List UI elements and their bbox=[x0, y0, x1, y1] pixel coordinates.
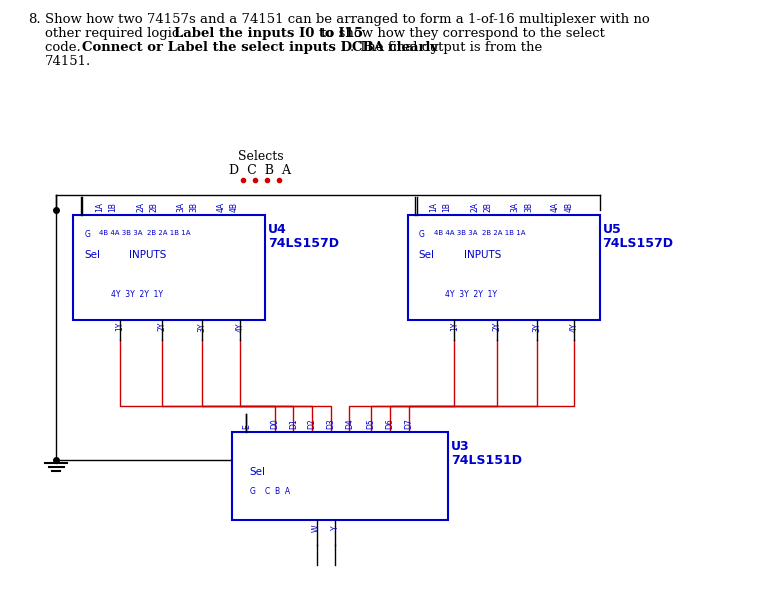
Text: 4Y: 4Y bbox=[235, 322, 244, 332]
Text: 3B: 3B bbox=[189, 202, 198, 212]
Text: other required logic.: other required logic. bbox=[45, 27, 192, 40]
Text: 1A: 1A bbox=[95, 202, 104, 212]
Text: D2: D2 bbox=[307, 418, 316, 429]
Text: D1: D1 bbox=[289, 418, 298, 429]
Text: Sel: Sel bbox=[249, 467, 265, 477]
Text: Y: Y bbox=[331, 525, 340, 530]
Text: 4A: 4A bbox=[217, 202, 226, 212]
Text: 74LS157D: 74LS157D bbox=[602, 237, 673, 250]
Text: 2Y: 2Y bbox=[492, 322, 501, 332]
Text: . The final output is from the: . The final output is from the bbox=[350, 41, 542, 54]
Text: Label the inputs I0 to I15: Label the inputs I0 to I15 bbox=[175, 27, 363, 40]
Text: D3: D3 bbox=[326, 418, 336, 429]
Text: 3Y: 3Y bbox=[198, 322, 207, 332]
Text: U5: U5 bbox=[602, 223, 621, 236]
Text: E: E bbox=[242, 424, 251, 429]
Text: Show how two 74157s and a 74151 can be arranged to form a 1-of-16 multiplexer wi: Show how two 74157s and a 74151 can be a… bbox=[45, 13, 650, 26]
Text: U4: U4 bbox=[268, 223, 286, 236]
Text: 2B: 2B bbox=[483, 202, 493, 212]
Text: 2Y: 2Y bbox=[158, 322, 166, 332]
Text: 4B 4A 3B 3A  2B 2A 1B 1A: 4B 4A 3B 3A 2B 2A 1B 1A bbox=[434, 230, 525, 236]
Text: 3A: 3A bbox=[176, 202, 185, 212]
Text: INPUTS: INPUTS bbox=[463, 250, 501, 260]
Text: 4Y  3Y  2Y  1Y: 4Y 3Y 2Y 1Y bbox=[445, 290, 497, 299]
Text: D4: D4 bbox=[345, 418, 354, 429]
Text: 2A: 2A bbox=[136, 202, 145, 212]
Text: 4Y  3Y  2Y  1Y: 4Y 3Y 2Y 1Y bbox=[110, 290, 162, 299]
Text: 1A: 1A bbox=[429, 202, 438, 212]
Text: 3Y: 3Y bbox=[532, 322, 542, 332]
Text: 1B: 1B bbox=[443, 202, 451, 212]
Text: 2B: 2B bbox=[149, 202, 158, 212]
Text: G: G bbox=[249, 487, 255, 496]
Text: U3: U3 bbox=[450, 440, 470, 453]
Text: INPUTS: INPUTS bbox=[129, 250, 167, 260]
Text: 3B: 3B bbox=[524, 202, 533, 212]
Text: 3A: 3A bbox=[511, 202, 520, 212]
Text: 1Y: 1Y bbox=[450, 322, 459, 332]
Text: Connect or Label the select inputs DCBA clearly: Connect or Label the select inputs DCBA … bbox=[83, 41, 439, 54]
Text: 2A: 2A bbox=[470, 202, 480, 212]
Bar bbox=[73, 215, 265, 320]
Text: 1Y: 1Y bbox=[116, 322, 124, 332]
Text: W: W bbox=[312, 525, 321, 532]
Text: 8.: 8. bbox=[28, 13, 41, 26]
Text: Sel: Sel bbox=[419, 250, 435, 260]
Text: 74LS151D: 74LS151D bbox=[450, 454, 522, 467]
Text: C  B  A: C B A bbox=[265, 487, 290, 496]
Text: 1B: 1B bbox=[108, 202, 117, 212]
Text: to show how they correspond to the select: to show how they correspond to the selec… bbox=[316, 27, 604, 40]
Text: 4Y: 4Y bbox=[570, 322, 579, 332]
Text: 74151.: 74151. bbox=[45, 55, 91, 68]
Text: 4A: 4A bbox=[551, 202, 560, 212]
Text: D  C  B  A: D C B A bbox=[230, 164, 292, 177]
Text: D5: D5 bbox=[366, 418, 375, 429]
Text: D7: D7 bbox=[404, 418, 413, 429]
Bar bbox=[232, 432, 448, 520]
Text: code.: code. bbox=[45, 41, 89, 54]
Text: Sel: Sel bbox=[84, 250, 100, 260]
Text: 74LS157D: 74LS157D bbox=[268, 237, 339, 250]
Text: G: G bbox=[419, 230, 424, 239]
Text: 4B 4A 3B 3A  2B 2A 1B 1A: 4B 4A 3B 3A 2B 2A 1B 1A bbox=[100, 230, 191, 236]
Text: 4B: 4B bbox=[230, 202, 239, 212]
Bar bbox=[408, 215, 600, 320]
Text: D6: D6 bbox=[385, 418, 394, 429]
Text: G: G bbox=[84, 230, 90, 239]
Text: D0: D0 bbox=[270, 418, 279, 429]
Text: Selects: Selects bbox=[237, 150, 283, 163]
Text: 4B: 4B bbox=[565, 202, 573, 212]
